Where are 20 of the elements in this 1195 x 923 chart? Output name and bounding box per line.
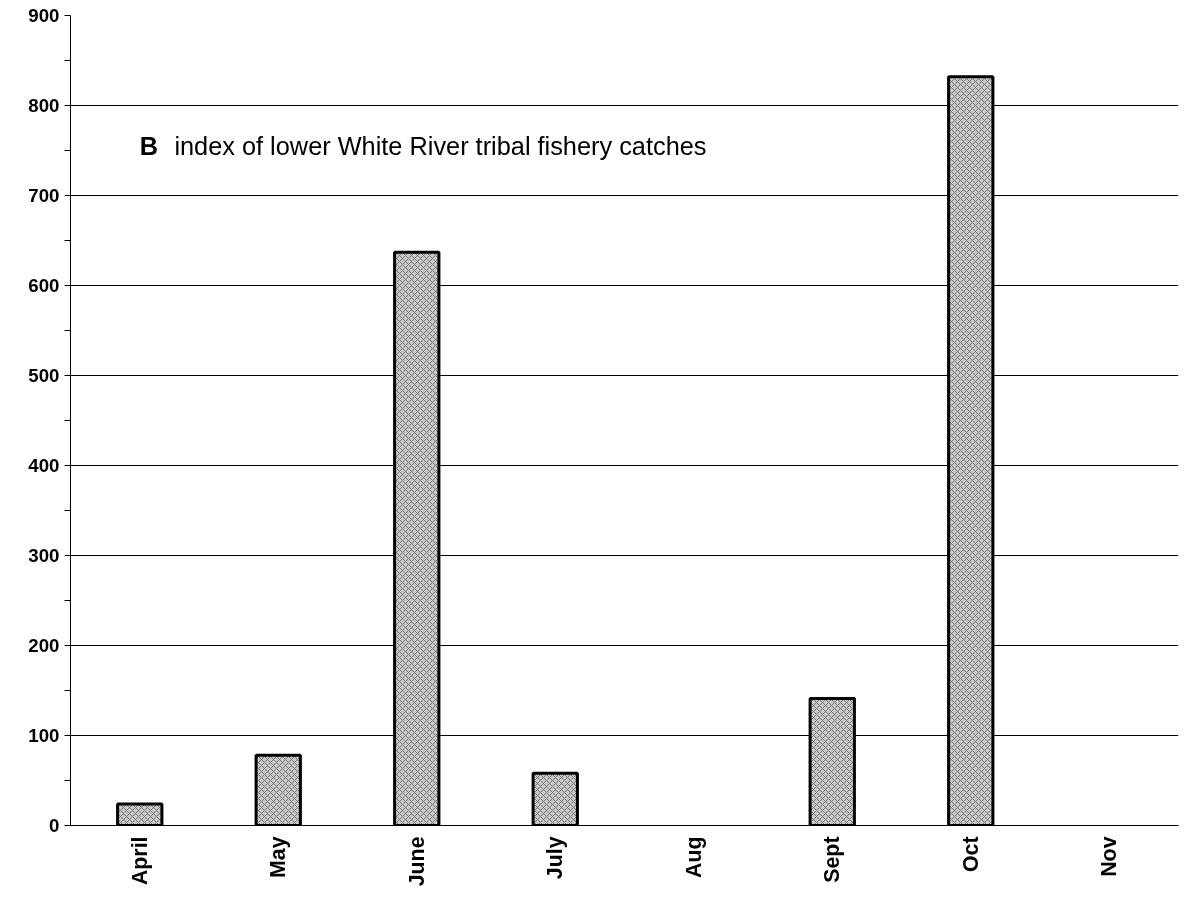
- y-tick-label: 700: [28, 185, 60, 206]
- x-tick-label: June: [404, 836, 429, 887]
- x-tick-label: April: [127, 836, 152, 886]
- y-tick-label: 800: [28, 95, 60, 116]
- y-tick-label: 100: [28, 725, 60, 746]
- y-tick-label: 600: [28, 275, 60, 296]
- y-tick-label: 0: [49, 815, 60, 836]
- y-tick-label: 200: [28, 635, 60, 656]
- y-tick-label: 400: [28, 455, 60, 476]
- x-tick-label: May: [266, 836, 291, 878]
- x-tick-label: July: [543, 836, 568, 880]
- y-tick-label: 500: [28, 365, 60, 386]
- x-tick-label: Nov: [1097, 836, 1122, 877]
- x-tick-label: Sept: [820, 836, 845, 883]
- y-tick-label: 300: [28, 545, 60, 566]
- annotation: B: [139, 132, 159, 160]
- x-tick-label: Aug: [681, 836, 706, 878]
- y-tick-label: 900: [28, 5, 60, 26]
- x-tick-label: Oct: [958, 836, 983, 873]
- annotation: index of lower White River tribal fishery catches: [174, 132, 707, 160]
